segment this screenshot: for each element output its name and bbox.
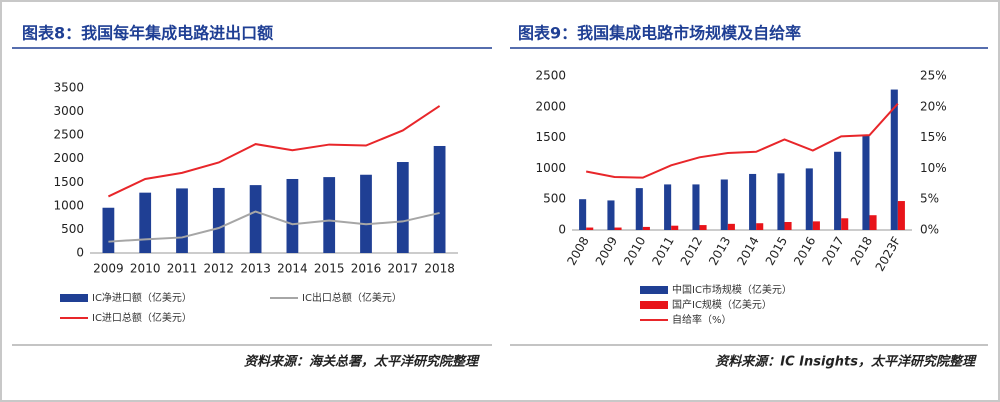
legend-swatch [640, 286, 668, 294]
bar [869, 215, 877, 230]
bar [635, 188, 643, 230]
bar [176, 188, 188, 253]
bar [777, 173, 785, 230]
x-tick-label: 2015 [314, 262, 345, 276]
x-tick-label: 2012 [204, 262, 235, 276]
legend-label: 国产IC规模（亿美元） [672, 298, 772, 311]
y2-tick-label: 15% [920, 130, 947, 144]
chart-title: 图表9：我国集成电路市场规模及自给率 [518, 24, 801, 43]
bar [249, 185, 262, 253]
x-tick-label: 2016 [351, 262, 382, 276]
chart-title: 图表8：我国每年集成电路进出口额 [22, 24, 273, 43]
source: 资料来源：IC Insights，太平洋研究院整理 [715, 354, 977, 370]
bar [396, 162, 409, 253]
bar [692, 184, 700, 230]
legend-label: IC进口总额（亿美元） [92, 311, 192, 324]
bar [323, 177, 336, 253]
legend-label: 自给率（%） [672, 313, 732, 326]
bar [212, 187, 225, 253]
y2-tick-label: 5% [920, 192, 939, 206]
bar [360, 174, 372, 253]
x-tick-label: 2010 [130, 262, 161, 276]
bar [727, 223, 735, 230]
y-tick-label: 0 [558, 223, 566, 237]
x-tick-label: 2009 [93, 262, 124, 276]
bar [699, 225, 707, 230]
legend-label: IC净进口额（亿美元） [92, 291, 192, 304]
y-tick-label: 500 [543, 192, 566, 206]
line [107, 105, 441, 198]
bar [586, 227, 594, 230]
line [108, 210, 440, 243]
x-tick-label: 2014 [277, 262, 308, 276]
legend-swatch [60, 294, 88, 302]
x-tick-label: 2011 [167, 262, 198, 276]
bar [784, 221, 792, 230]
bar [614, 227, 622, 230]
bar [642, 226, 650, 230]
y-tick-label: 0 [76, 246, 84, 260]
y-tick-label: 1000 [535, 161, 566, 175]
y-tick-label: 3500 [53, 81, 84, 95]
legend-label: 中国IC市场规模（亿美元） [672, 283, 792, 296]
bar [862, 134, 870, 230]
bar [433, 145, 446, 253]
y-tick-label: 2500 [535, 69, 566, 83]
y-tick-label: 1500 [535, 130, 566, 144]
x-tick-label: 2018 [424, 262, 455, 276]
y-tick-label: 2000 [53, 151, 84, 165]
bar [841, 218, 849, 230]
x-tick-label: 2013 [240, 262, 271, 276]
bar [834, 151, 842, 230]
line [585, 103, 899, 179]
source: 资料来源：海关总署，太平洋研究院整理 [244, 354, 480, 370]
y2-tick-label: 25% [920, 69, 947, 83]
bar [897, 201, 905, 230]
y-tick-label: 1000 [53, 198, 84, 212]
legend-swatch [640, 301, 668, 309]
y2-tick-label: 20% [920, 99, 947, 113]
x-tick-label: 2017 [388, 262, 419, 276]
y-tick-label: 2500 [53, 128, 84, 142]
bar [607, 200, 615, 230]
bar [579, 199, 587, 230]
bar [139, 192, 152, 253]
y2-tick-label: 10% [920, 161, 947, 175]
bar [720, 179, 728, 230]
bar [286, 178, 299, 253]
y-tick-label: 3000 [53, 104, 84, 118]
bar [102, 207, 115, 253]
bar [812, 221, 820, 230]
legend-label: IC出口总额（亿美元） [302, 291, 402, 304]
y-tick-label: 1500 [53, 175, 84, 189]
y-tick-label: 2000 [535, 99, 566, 113]
bar [664, 184, 672, 230]
y2-tick-label: 0% [920, 223, 939, 237]
y-tick-label: 500 [61, 222, 84, 236]
bar [671, 225, 679, 230]
bar [749, 173, 757, 230]
bar [890, 89, 898, 230]
bar [756, 223, 764, 230]
bar [805, 168, 813, 230]
